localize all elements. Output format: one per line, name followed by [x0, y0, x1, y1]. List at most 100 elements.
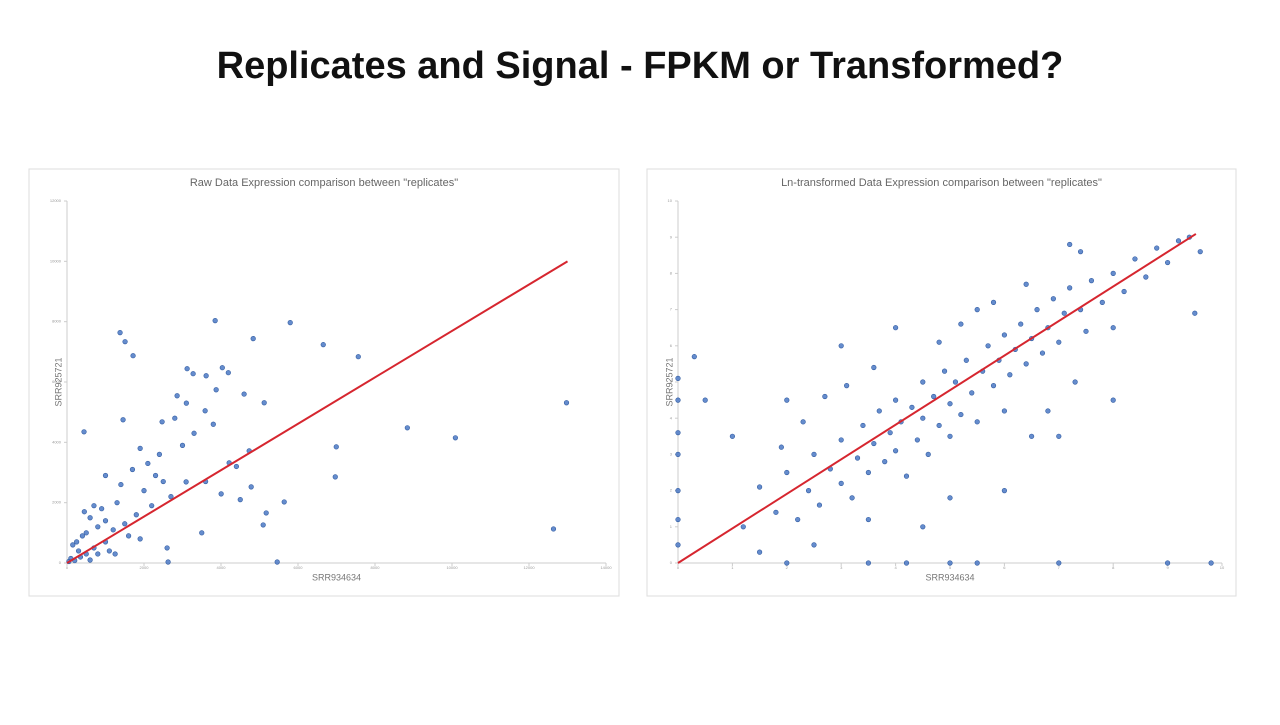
x-tick-label: 6000	[294, 565, 304, 570]
y-tick-label: 9	[670, 234, 673, 239]
point	[892, 325, 899, 331]
y-tick-label: 8000	[52, 319, 62, 324]
point	[811, 542, 817, 548]
y-tick-label: 2	[670, 488, 673, 493]
point	[159, 419, 165, 425]
x-tick-label: 10	[1220, 565, 1225, 570]
point	[213, 387, 219, 393]
x-tick-label: 0	[66, 565, 69, 570]
point	[1110, 270, 1116, 277]
trendline	[66, 260, 569, 564]
point	[1001, 332, 1008, 338]
point	[199, 530, 205, 536]
y-tick-label: 5	[670, 379, 673, 384]
x-tick-label: 1	[731, 565, 734, 570]
point	[274, 559, 280, 565]
y-tick-label: 6	[670, 343, 673, 348]
point	[778, 444, 784, 450]
point	[1121, 288, 1127, 295]
point	[122, 339, 128, 345]
point	[920, 415, 926, 421]
point	[756, 549, 763, 555]
x-axis-label: SRR934634	[925, 572, 974, 582]
point	[882, 459, 888, 465]
x-tick-label: 4	[894, 565, 897, 570]
point	[990, 383, 997, 389]
point	[675, 488, 681, 494]
x-tick-label: 12000	[523, 565, 535, 570]
point	[871, 440, 877, 447]
point	[117, 330, 123, 336]
point	[675, 430, 681, 436]
point	[702, 397, 708, 403]
point	[287, 320, 293, 326]
point	[112, 551, 118, 557]
point	[1067, 241, 1073, 248]
point	[805, 488, 812, 494]
x-tick-label: 2	[786, 565, 789, 570]
point	[1056, 433, 1062, 439]
point	[260, 522, 266, 528]
point	[1007, 372, 1013, 378]
point	[958, 411, 964, 418]
point	[903, 560, 910, 566]
y-axis-label: SRR925721	[664, 357, 674, 406]
point	[1050, 296, 1056, 302]
y-tick-label: 0	[670, 560, 673, 565]
point	[333, 444, 339, 450]
point	[729, 433, 736, 439]
y-tick-label: 0	[59, 560, 62, 565]
point	[237, 497, 243, 503]
point	[1067, 285, 1073, 291]
point	[1164, 259, 1171, 266]
point	[1023, 281, 1029, 287]
point	[903, 473, 910, 479]
point	[250, 336, 256, 342]
point	[675, 451, 681, 458]
point	[1110, 325, 1116, 331]
y-tick-label: 12000	[50, 198, 62, 203]
point	[172, 415, 178, 421]
point	[675, 516, 681, 523]
y-tick-label: 4000	[52, 439, 62, 444]
point	[118, 481, 124, 488]
point	[145, 460, 151, 467]
point	[81, 429, 87, 435]
point	[126, 533, 132, 539]
point	[691, 354, 697, 360]
point	[102, 518, 109, 524]
point	[184, 366, 190, 372]
point	[452, 435, 458, 441]
point	[1018, 321, 1024, 327]
point	[936, 422, 942, 429]
point	[892, 397, 899, 403]
point	[773, 509, 779, 515]
point	[114, 500, 120, 506]
point	[974, 419, 980, 425]
x-tick-label: 8	[1112, 565, 1115, 570]
point	[844, 383, 850, 389]
point	[174, 393, 180, 399]
point	[1061, 310, 1067, 316]
point	[892, 448, 899, 454]
point	[920, 524, 926, 530]
point	[1175, 238, 1182, 244]
point	[816, 502, 823, 508]
x-tick-label: 5	[949, 565, 952, 570]
point	[936, 339, 942, 345]
point	[183, 479, 189, 485]
point	[952, 379, 959, 385]
point	[203, 373, 209, 379]
point	[210, 421, 216, 427]
point	[795, 516, 801, 523]
point	[1028, 433, 1035, 439]
point	[1045, 408, 1051, 414]
x-tick-label: 2000	[140, 565, 150, 570]
point	[838, 437, 844, 443]
point	[822, 393, 828, 400]
chart-title: Raw Data Expression comparison between "…	[190, 177, 458, 189]
point	[241, 391, 247, 397]
point	[550, 526, 557, 532]
